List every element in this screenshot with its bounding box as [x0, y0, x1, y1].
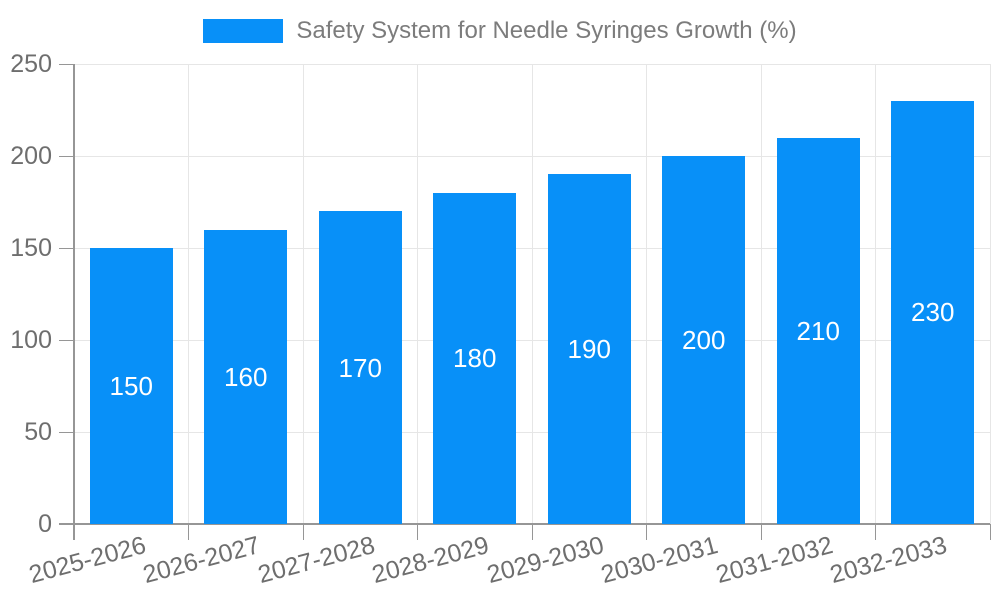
- bar-value-label: 230: [911, 297, 955, 328]
- x-tick-label: 2028-2029: [369, 531, 492, 589]
- gridline-vertical: [875, 64, 876, 524]
- legend-swatch: [203, 19, 284, 43]
- bar-value-label: 190: [567, 334, 611, 365]
- x-axis-tick: [760, 524, 762, 540]
- gridline-vertical: [188, 64, 189, 524]
- gridline-vertical: [531, 64, 533, 524]
- x-tick-label: 2029-2030: [483, 531, 607, 589]
- bar-2029-2030[interactable]: 190: [547, 174, 631, 524]
- gridline-vertical: [646, 64, 647, 524]
- gridline-vertical: [760, 64, 762, 524]
- x-axis-tick: [646, 524, 647, 540]
- y-tick-label: 250: [10, 50, 52, 78]
- y-tick-label: 150: [10, 234, 52, 262]
- bar-2030-2031[interactable]: 200: [662, 156, 746, 524]
- x-axis-line: [59, 523, 990, 525]
- x-tick-label: 2032-2033: [827, 531, 950, 589]
- x-tick-label: 2027-2028: [254, 531, 378, 589]
- y-tick-label: 0: [38, 510, 52, 538]
- bar-2031-2032[interactable]: 210: [776, 137, 860, 524]
- y-axis-line: [73, 64, 75, 540]
- x-axis-tick: [989, 524, 991, 540]
- gridline-vertical: [302, 64, 304, 524]
- y-tick-label: 100: [10, 326, 52, 354]
- y-axis-tick: [59, 247, 74, 249]
- bar-value-label: 210: [796, 315, 840, 346]
- bar-value-label: 160: [224, 361, 268, 392]
- bar-2028-2029[interactable]: 180: [433, 192, 517, 524]
- y-tick-label: 200: [10, 142, 52, 170]
- bar-2026-2027[interactable]: 160: [204, 229, 288, 524]
- y-axis-tick: [59, 63, 74, 65]
- bar-2032-2033[interactable]: 230: [891, 100, 975, 524]
- x-tick-label: 2031-2032: [712, 531, 836, 589]
- x-tick-label: 2025-2026: [25, 531, 149, 589]
- bar-2025-2026[interactable]: 150: [89, 248, 173, 524]
- bar-value-label: 180: [453, 343, 497, 374]
- gridline-vertical: [417, 64, 418, 524]
- legend-label: Safety System for Needle Syringes Growth…: [296, 17, 797, 44]
- y-axis-tick: [59, 431, 74, 433]
- bar-2027-2028[interactable]: 170: [318, 211, 402, 524]
- bar-value-label: 170: [338, 352, 382, 383]
- legend-item[interactable]: Safety System for Needle Syringes Growth…: [0, 17, 1000, 45]
- y-tick-label: 50: [24, 418, 52, 446]
- x-axis-tick: [531, 524, 533, 540]
- gridline-vertical: [989, 64, 991, 524]
- bar-value-label: 200: [682, 325, 726, 355]
- y-axis-tick: [59, 155, 74, 157]
- bar-value-label: 150: [109, 371, 153, 401]
- x-tick-label: 2026-2027: [140, 531, 263, 589]
- x-axis-tick: [188, 524, 189, 540]
- y-axis-tick: [59, 339, 74, 341]
- x-axis-tick: [417, 524, 418, 540]
- x-axis-tick: [875, 524, 876, 540]
- x-tick-label: 2030-2031: [598, 531, 721, 589]
- x-axis-tick: [302, 524, 304, 540]
